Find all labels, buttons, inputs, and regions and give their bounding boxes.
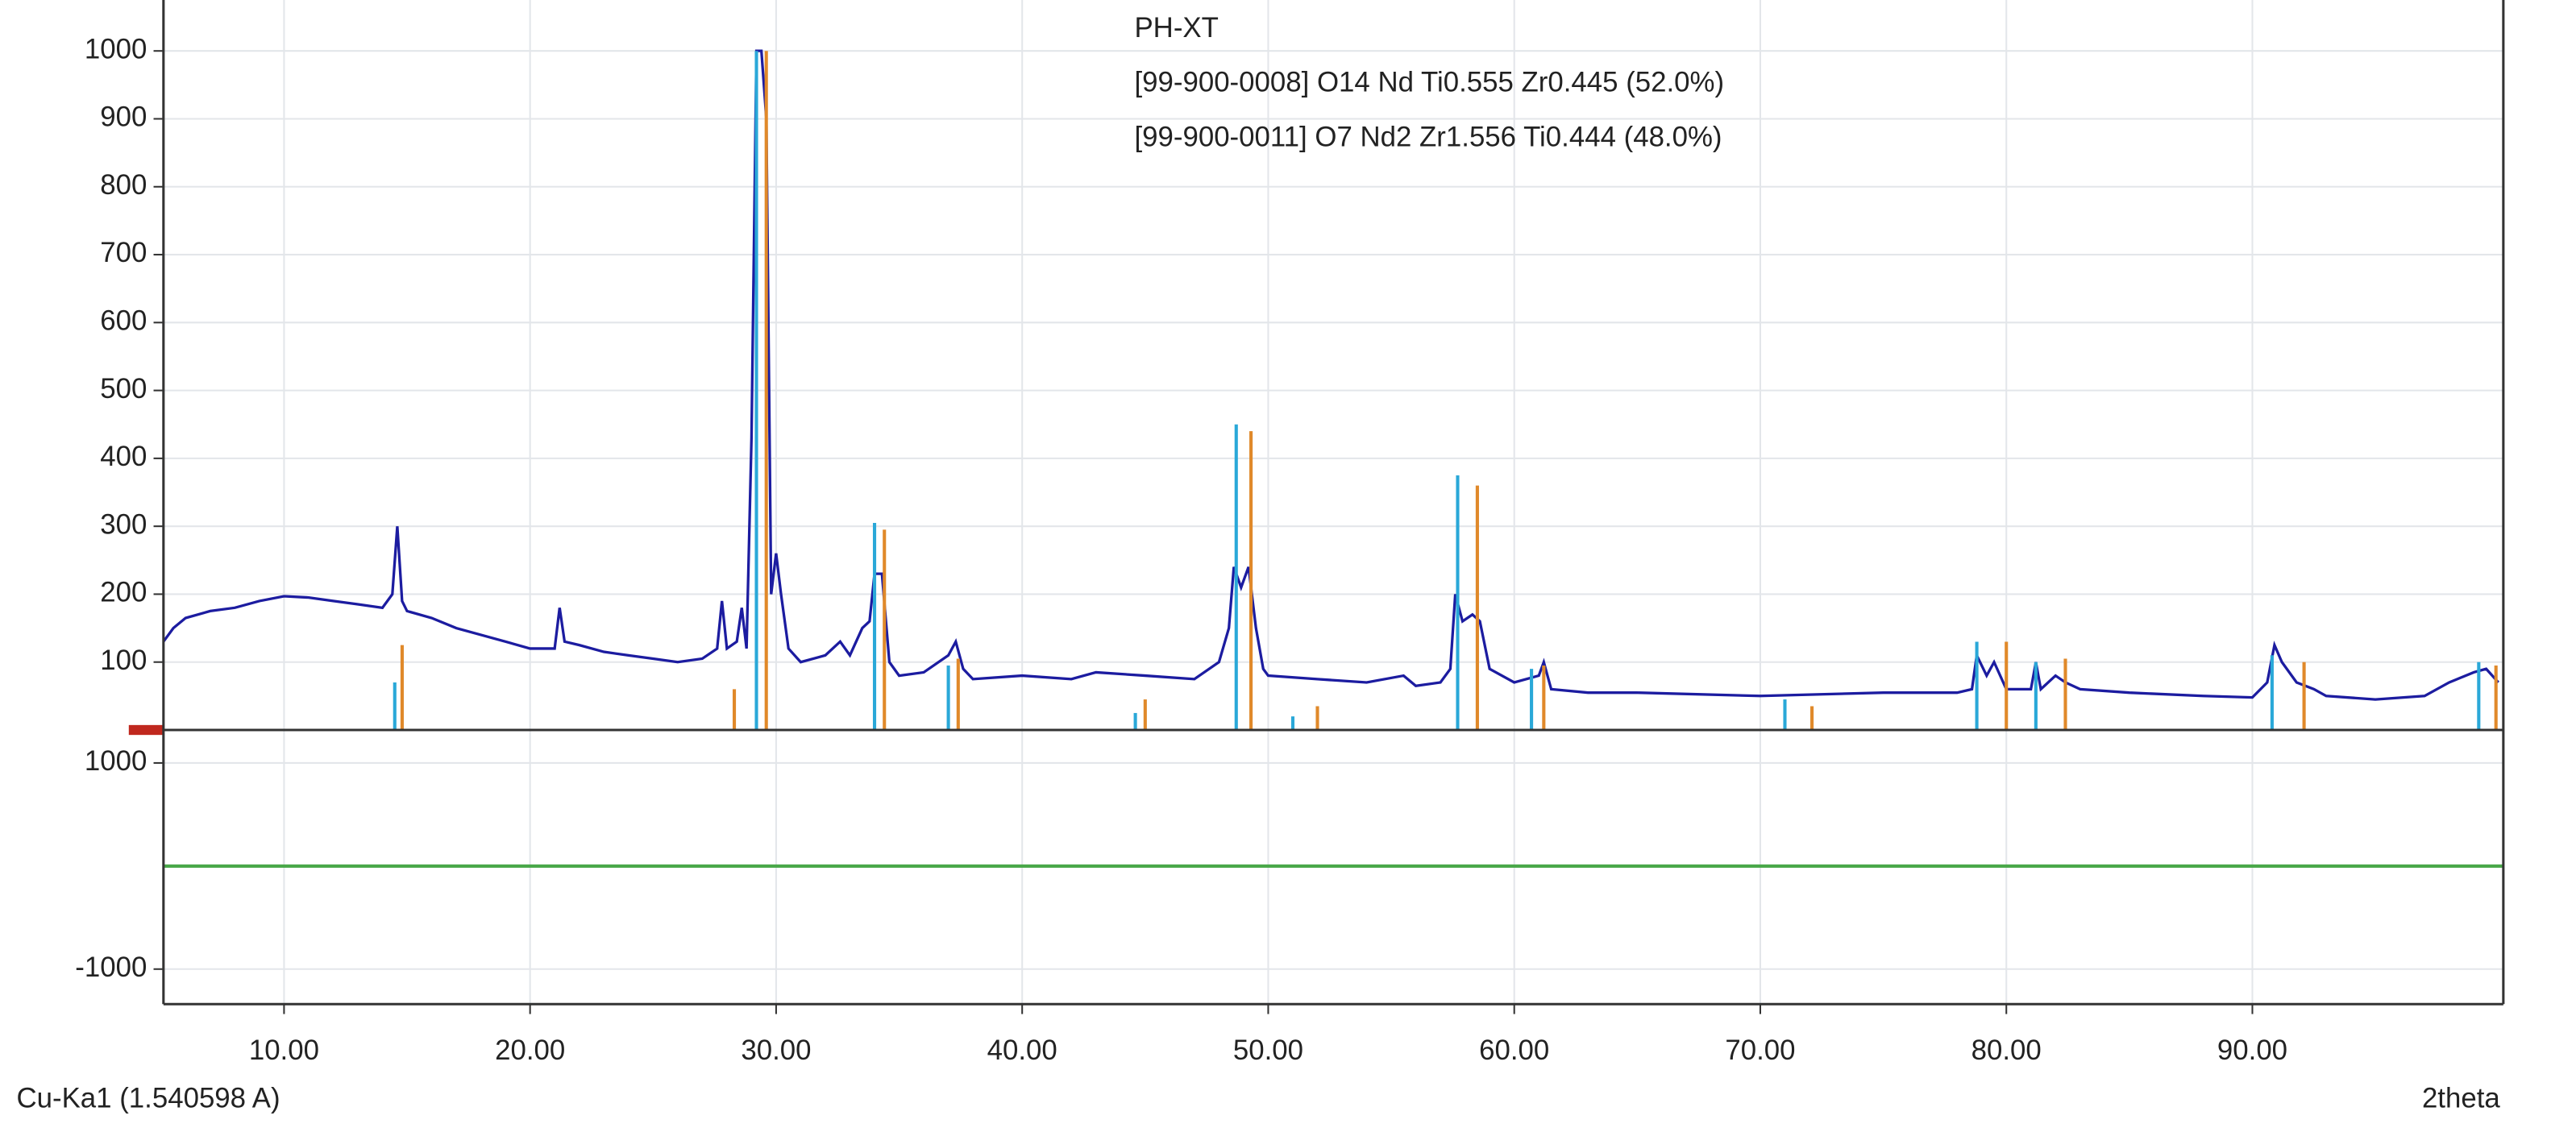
y-tick-label: -1000 — [75, 952, 147, 983]
y-tick-label: 600 — [100, 305, 147, 337]
y-tick-label: 500 — [100, 373, 147, 404]
y-tick-label: 400 — [100, 441, 147, 472]
x-tick-label: 90.00 — [2217, 1035, 2287, 1066]
baseline-marker — [128, 724, 164, 736]
y-tick-label: 700 — [100, 237, 147, 268]
y-tick-label: 100 — [100, 645, 147, 676]
x-tick-label: 30.00 — [741, 1035, 811, 1066]
legend-entry: [99-900-0011] O7 Nd2 Zr1.556 Ti0.444 (48… — [1134, 121, 1722, 152]
y-tick-label: 1000 — [85, 33, 147, 64]
wavelength-note: Cu-Ka1 (1.540598 A) — [16, 1082, 280, 1113]
x-tick-label: 50.00 — [1233, 1035, 1303, 1066]
y-tick-label: 1000 — [85, 745, 147, 777]
y-tick-label: 800 — [100, 169, 147, 201]
y-tick-label: 900 — [100, 102, 147, 133]
legend-entry: [99-900-0008] O14 Nd Ti0.555 Zr0.445 (52… — [1134, 67, 1724, 98]
x-tick-label: 10.00 — [249, 1035, 319, 1066]
legend-entry: PH-XT — [1134, 12, 1218, 44]
x-tick-label: 80.00 — [1971, 1035, 2042, 1066]
x-tick-label: 70.00 — [1725, 1035, 1795, 1066]
x-axis-label: 2theta — [2422, 1082, 2500, 1113]
y-tick-label: 200 — [100, 577, 147, 608]
y-tick-label: 300 — [100, 508, 147, 540]
x-tick-label: 40.00 — [987, 1035, 1057, 1066]
x-tick-label: 60.00 — [1479, 1035, 1549, 1066]
x-tick-label: 20.00 — [495, 1035, 565, 1066]
